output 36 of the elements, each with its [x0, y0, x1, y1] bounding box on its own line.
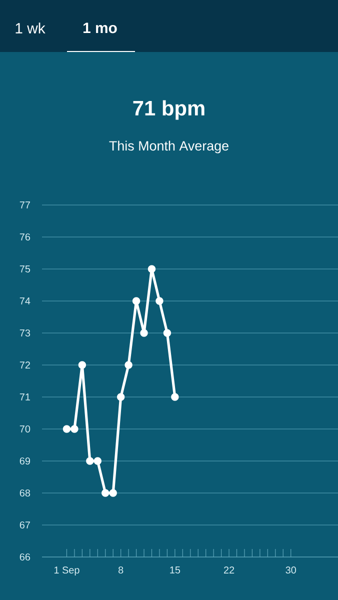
point: [124, 361, 132, 369]
y-tick-label: 77: [20, 202, 30, 208]
point: [78, 361, 86, 369]
y-tick-label: 71: [20, 394, 30, 400]
x-tick-label: 15: [170, 566, 180, 574]
y-tick-label: 69: [20, 457, 30, 465]
point: [116, 393, 125, 401]
chart-title: 71 bpm: [133, 100, 204, 120]
point: [148, 265, 156, 273]
x-tick-label: 30: [286, 566, 296, 574]
point: [94, 457, 102, 465]
x-tick-label: 8: [118, 566, 124, 574]
point: [170, 393, 179, 401]
y-tick-label: 73: [20, 329, 30, 337]
text: 1 wk: [16, 22, 46, 34]
y-tick-label: 67: [20, 521, 30, 529]
point: [132, 297, 140, 305]
y-tick-label: 75: [20, 266, 30, 272]
point: [109, 489, 117, 497]
point: [70, 425, 78, 433]
x-tick-label: 1 Sep: [54, 566, 80, 576]
y-tick-label: 72: [20, 362, 30, 368]
point: [62, 425, 70, 433]
point: [155, 297, 164, 305]
y-tick-label: 74: [20, 298, 30, 304]
text: 1 mo: [83, 22, 117, 34]
x-tick-label: 22: [224, 566, 234, 574]
chart-subtitle: This Month Average: [109, 140, 228, 154]
y-tick-label: 76: [20, 233, 30, 241]
point: [101, 489, 110, 497]
point: [86, 457, 94, 465]
point: [163, 329, 171, 337]
point: [140, 329, 148, 337]
y-tick-label: 70: [20, 425, 30, 433]
y-tick-label: 66: [20, 553, 30, 561]
y-tick-label: 68: [20, 489, 30, 497]
